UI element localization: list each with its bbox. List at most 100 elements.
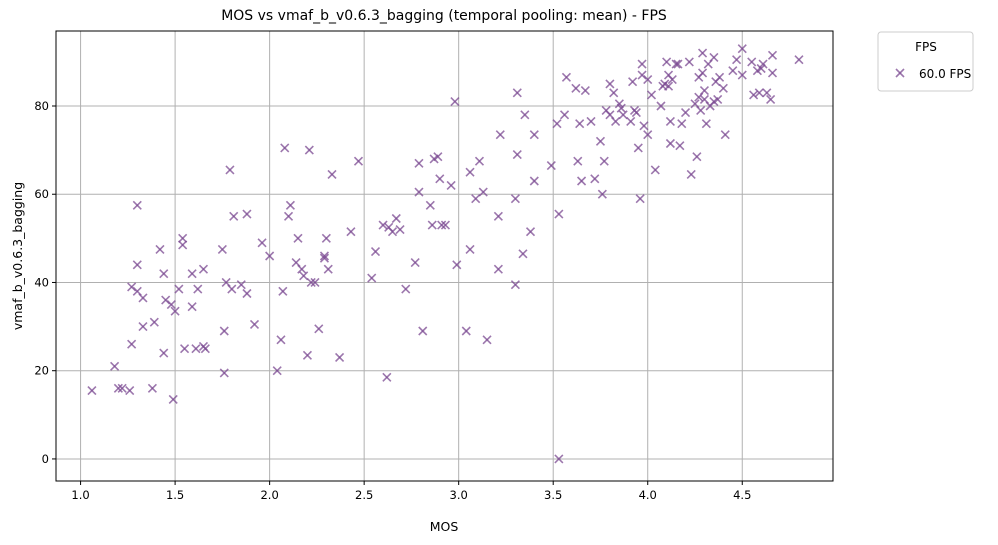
data-point (138, 293, 148, 303)
x-axis-label: MOS (430, 519, 459, 534)
data-point (474, 156, 485, 166)
data-point (697, 48, 708, 58)
data-point (493, 211, 503, 221)
data-point (87, 385, 97, 396)
data-point (677, 119, 687, 129)
data-point (465, 167, 475, 177)
data-point (611, 116, 621, 127)
data-point (643, 74, 653, 85)
legend-box (877, 31, 974, 92)
data-point (187, 269, 197, 279)
data-point (113, 383, 123, 393)
data-point (166, 299, 176, 310)
data-point (310, 277, 320, 288)
x-tick-label: 3.5 (544, 488, 562, 502)
data-point (414, 187, 424, 197)
data-point (217, 244, 227, 254)
data-point (482, 335, 492, 345)
data-point (236, 280, 246, 290)
data-point (667, 74, 677, 85)
y-axis-label: vmaf_b_v0.6.3_bagging (10, 182, 25, 330)
data-point (605, 79, 615, 89)
data-point (465, 244, 475, 254)
data-point (520, 110, 530, 120)
data-point (155, 244, 165, 254)
data-point (663, 81, 674, 91)
data-point (278, 286, 288, 296)
data-point (401, 284, 411, 294)
x-axis-ticks: 1.0 1.5 2.0 2.5 3.0 3.5 4.0 4.5 (71, 481, 751, 502)
data-point (314, 324, 324, 334)
data-point (684, 57, 694, 67)
data-point (440, 220, 451, 230)
data-point (552, 119, 562, 129)
data-point (692, 152, 702, 162)
data-point (662, 57, 672, 67)
x-tick-label: 4.5 (733, 488, 751, 502)
data-point (302, 350, 313, 360)
data-point (546, 160, 556, 171)
data-point (767, 68, 778, 78)
data-point (229, 211, 239, 221)
grid-lines (56, 31, 833, 481)
data-point (639, 121, 649, 131)
data-point (754, 88, 764, 98)
data-point (293, 233, 303, 243)
data-point (586, 116, 596, 127)
data-point (452, 260, 462, 270)
data-point (512, 149, 522, 160)
data-point (518, 249, 528, 259)
data-point (198, 264, 209, 274)
data-point (219, 368, 229, 378)
data-point (599, 156, 609, 166)
data-point (257, 238, 267, 248)
y-tick-label: 80 (34, 99, 49, 113)
data-point (529, 176, 539, 186)
data-point (427, 220, 437, 230)
data-point (187, 302, 197, 312)
data-point (125, 385, 135, 396)
data-point (132, 200, 142, 210)
data-point (671, 59, 681, 69)
data-point (174, 284, 184, 294)
legend: FPS 60.0 FPS (877, 31, 974, 92)
data-point (168, 394, 178, 404)
data-point (631, 108, 641, 118)
data-point (580, 85, 590, 96)
data-point (272, 366, 282, 376)
data-point (767, 50, 778, 60)
data-point (280, 143, 290, 153)
data-point (665, 116, 675, 127)
data-point (410, 258, 420, 268)
y-tick-label: 0 (42, 452, 49, 466)
data-point (304, 145, 314, 155)
data-point (327, 169, 337, 179)
data-point (414, 158, 424, 168)
data-point (242, 209, 252, 219)
data-point (762, 88, 772, 98)
data-point (609, 88, 619, 98)
data-point (650, 165, 660, 175)
data-point (323, 264, 333, 274)
data-point (737, 44, 747, 54)
data-point (665, 138, 675, 149)
data-point (297, 264, 307, 274)
data-point (391, 213, 401, 224)
data-point (571, 83, 581, 93)
data-point (758, 59, 768, 69)
data-point (395, 224, 405, 235)
data-point (696, 105, 706, 115)
data-point (433, 152, 443, 162)
data-point (446, 180, 456, 190)
data-point (249, 319, 260, 329)
data-point (321, 233, 331, 243)
data-point (132, 260, 142, 270)
data-point (597, 189, 607, 199)
legend-title: FPS (915, 40, 937, 54)
data-point (147, 383, 157, 393)
data-point (178, 240, 188, 250)
data-point (418, 326, 428, 336)
data-point (686, 169, 696, 179)
data-point (471, 194, 481, 204)
data-point (766, 94, 776, 104)
